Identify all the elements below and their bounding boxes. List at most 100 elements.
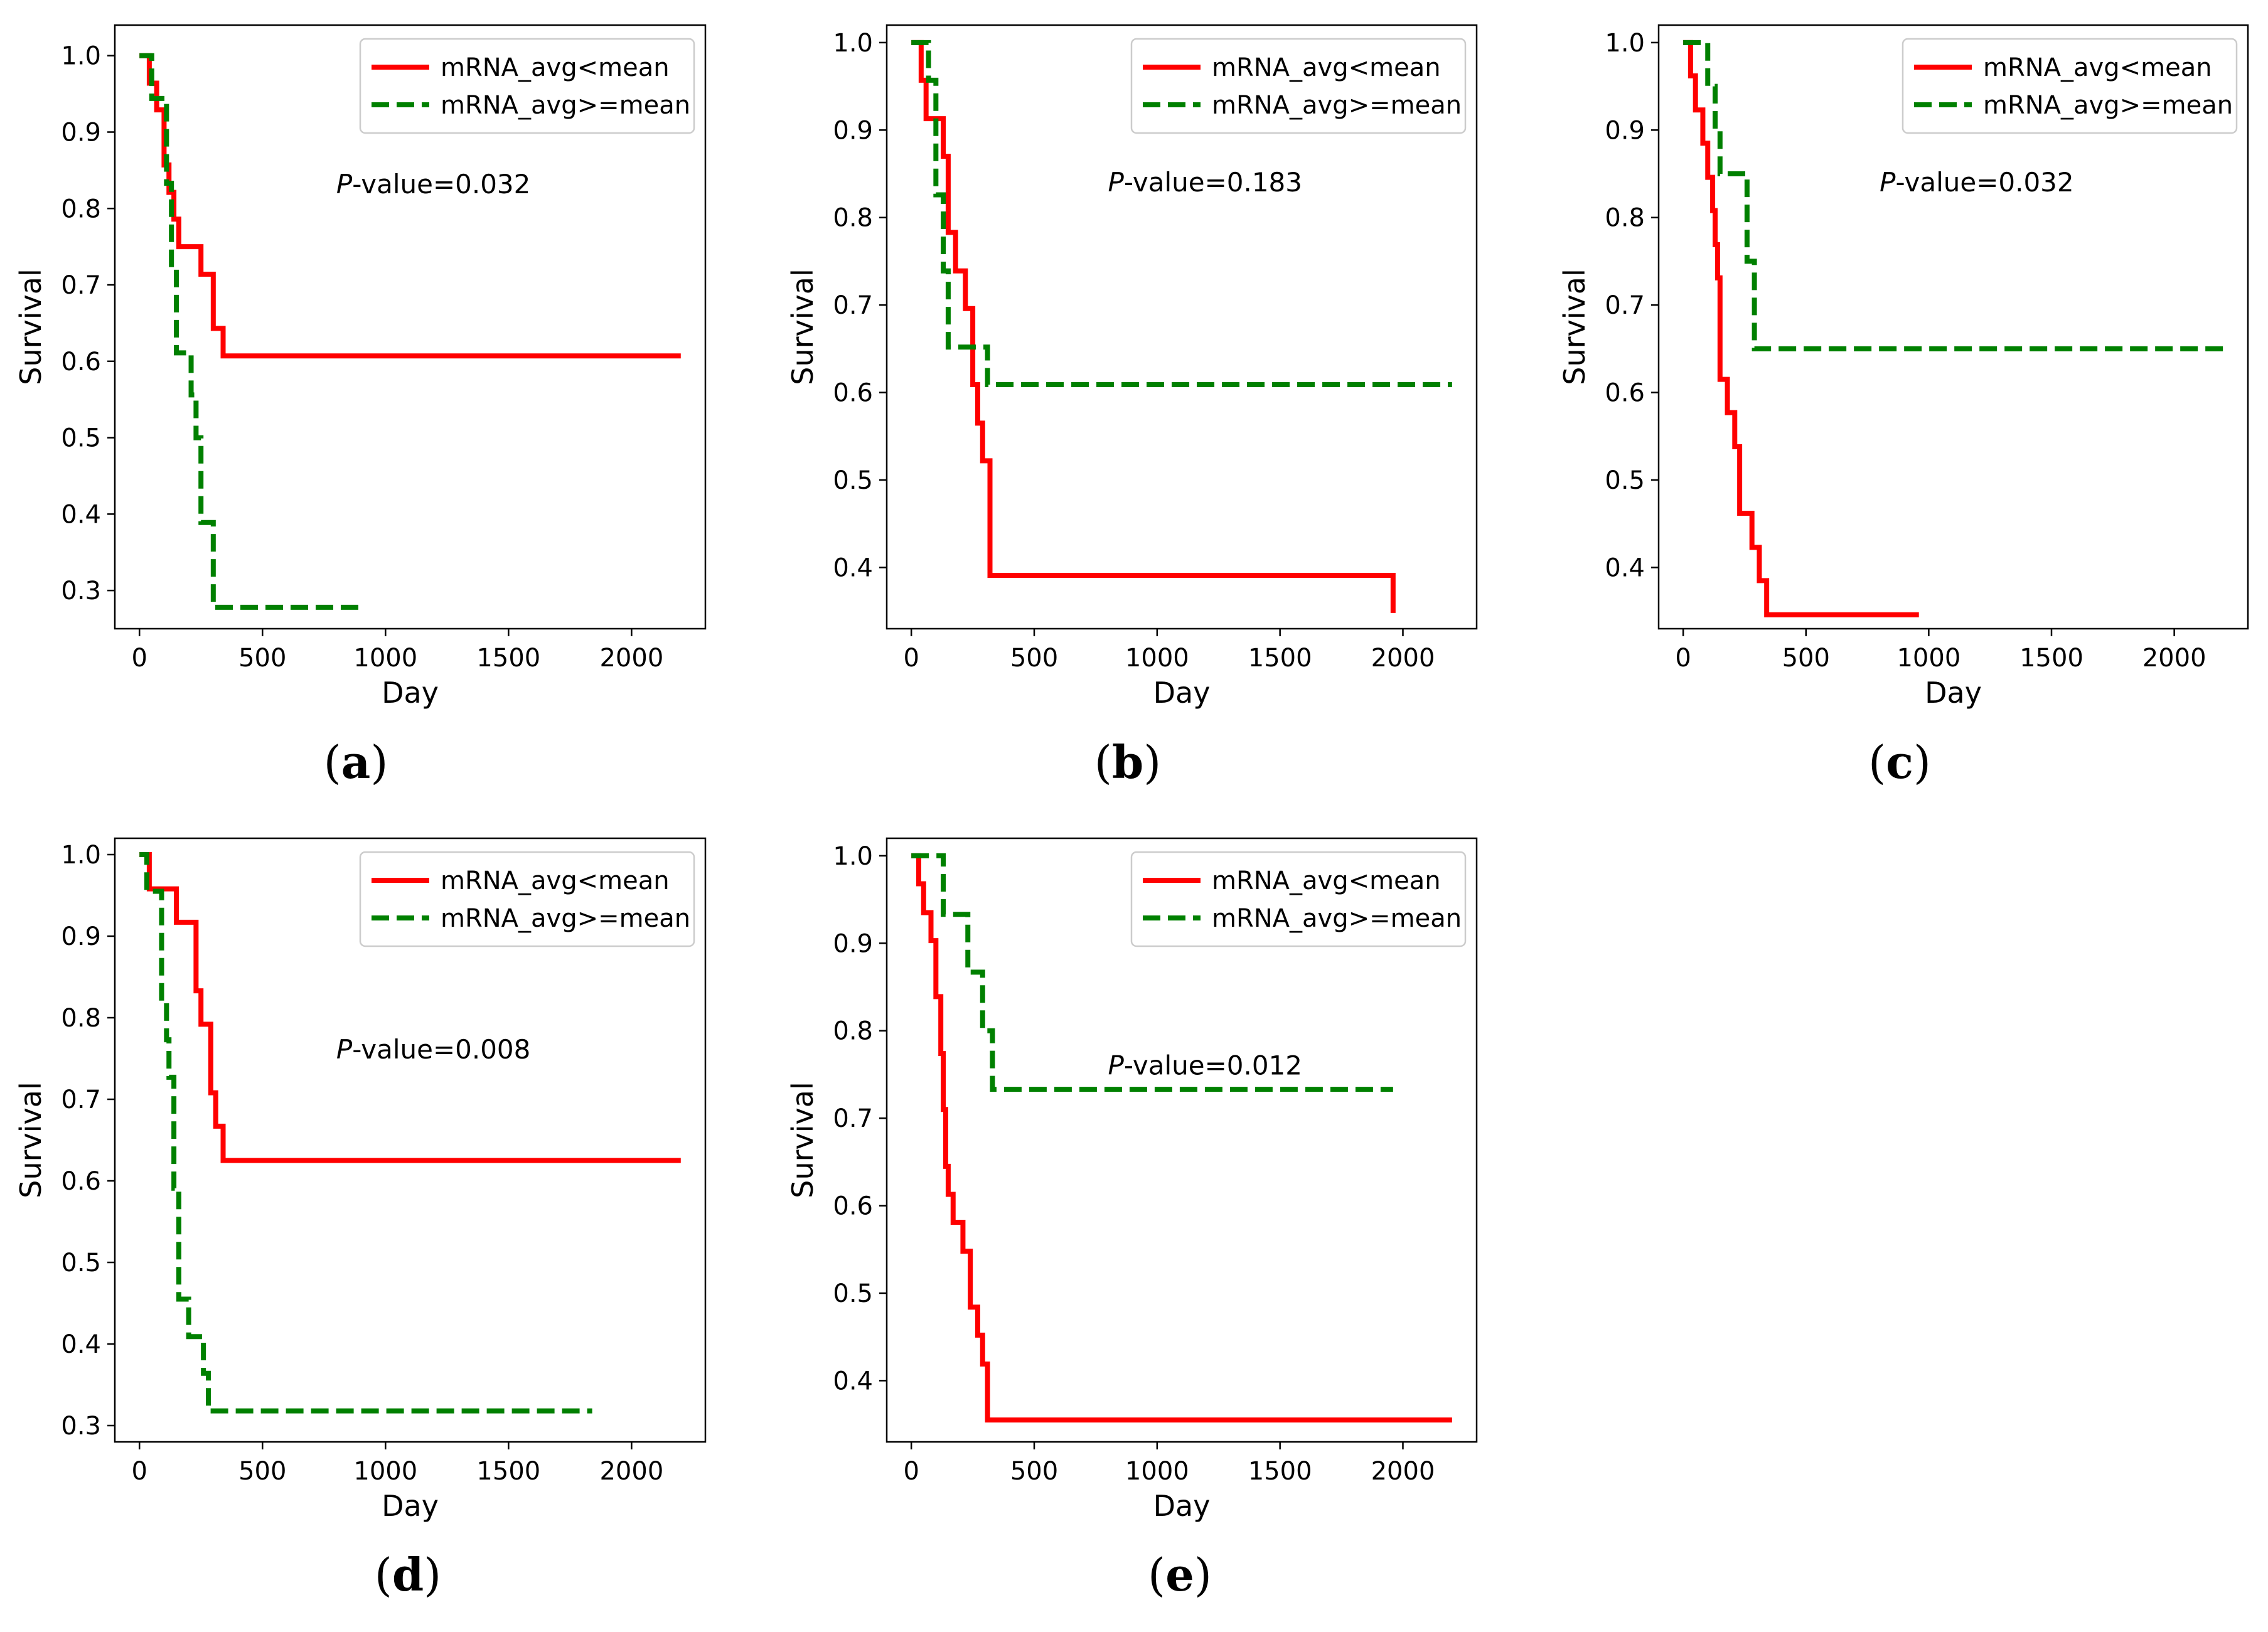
y-tick-label: 0.6 (61, 1167, 101, 1196)
y-tick-label: 0.9 (61, 922, 101, 951)
legend-box (1902, 38, 2238, 134)
legend-label: mRNA_avg>=mean (441, 904, 690, 933)
legend-box (359, 38, 695, 134)
series-line-high (139, 852, 592, 1414)
y-tick-label: 0.5 (61, 1249, 101, 1277)
panel-label: (c) (1868, 735, 1931, 789)
y-tick-label: 0.9 (1605, 116, 1645, 145)
x-tick-label: 1000 (353, 644, 417, 673)
y-tick-label: 1.0 (1605, 29, 1645, 58)
chart-panel-d: 0 500 1000 1500 2000 0.3 0.4 0.5 0.6 0.7 0.8 0.9 1.0… (14, 837, 707, 1601)
y-tick-label: 0.5 (61, 424, 101, 453)
x-tick-label: 2000 (1371, 1457, 1435, 1486)
x-tick-label: 1500 (476, 1457, 540, 1486)
y-tick-label: 0.3 (61, 577, 101, 605)
legend-label: mRNA_avg<mean (1212, 53, 1441, 82)
y-tick-label: 0.8 (61, 195, 101, 223)
x-axis-label: Day (382, 1489, 439, 1523)
p-value-annotation: P-value=0.032 (336, 169, 531, 200)
legend-label: mRNA_avg>=mean (1212, 91, 1462, 120)
p-value-annotation: P-value=0.008 (336, 1034, 531, 1065)
legend-label: mRNA_avg>=mean (1212, 904, 1462, 933)
y-tick-label: 0.7 (833, 291, 873, 320)
legend-label: mRNA_avg>=mean (441, 91, 690, 120)
legend-label: mRNA_avg>=mean (1983, 91, 2233, 120)
legend-box (1130, 851, 1467, 947)
y-tick-label: 0.9 (833, 116, 873, 145)
y-tick-label: 0.4 (833, 1367, 873, 1395)
chart-panel-e: 0 500 1000 1500 2000 0.4 0.5 0.6 0.7 0.8 0.9 1.0 Day… (786, 837, 1478, 1601)
legend: mRNA_avg<mean mRNA_avg>=mean (1130, 38, 1467, 134)
panel-label: (a) (324, 735, 388, 789)
legend: mRNA_avg<mean mRNA_avg>=mean (1130, 851, 1467, 947)
x-tick-label: 0 (903, 1457, 919, 1486)
legend: mRNA_avg<mean mRNA_avg>=mean (359, 38, 695, 134)
x-tick-label: 1500 (476, 644, 540, 673)
x-tick-label: 2000 (599, 1457, 663, 1486)
y-tick-label: 0.9 (61, 118, 101, 147)
plot-frame (885, 24, 1478, 630)
plot-frame (885, 837, 1478, 1443)
y-tick-label: 0.6 (833, 379, 873, 408)
x-tick-label: 1500 (2019, 644, 2083, 673)
y-tick-label: 0.7 (1605, 291, 1645, 320)
panel-label: (e) (1148, 1548, 1212, 1601)
x-tick-label: 1000 (1125, 1457, 1189, 1486)
y-tick-label: 0.7 (61, 271, 101, 300)
x-tick-label: 0 (131, 644, 147, 673)
plot-frame (1657, 24, 2249, 630)
y-tick-label: 0.5 (1605, 466, 1645, 495)
y-tick-label: 1.0 (61, 841, 101, 870)
y-axis-label: Survival (14, 1082, 48, 1198)
x-axis-label: Day (1925, 676, 1982, 710)
y-tick-label: 1.0 (61, 42, 101, 71)
y-tick-label: 0.5 (833, 466, 873, 495)
x-tick-label: 0 (1675, 644, 1691, 673)
legend-label: mRNA_avg<mean (441, 53, 670, 82)
x-tick-label: 2000 (1371, 644, 1435, 673)
series-line-high (1683, 40, 2223, 351)
y-tick-label: 0.4 (61, 500, 101, 529)
y-tick-label: 0.6 (61, 348, 101, 376)
x-axis-label: Day (382, 676, 439, 710)
y-axis-label: Survival (786, 269, 820, 385)
legend-label: mRNA_avg<mean (1212, 867, 1441, 895)
chart-panel-c: 0 500 1000 1500 2000 0.4 0.5 0.6 0.7 0.8 0.9 1.0 Day… (1558, 24, 2249, 789)
plot-frame (114, 837, 707, 1443)
series-line-high (911, 40, 1452, 388)
series-line-low (911, 40, 1396, 613)
legend-label: mRNA_avg<mean (1983, 53, 2212, 82)
x-axis-label: Day (1153, 1489, 1211, 1523)
y-axis-label: Survival (14, 269, 48, 385)
y-tick-label: 0.8 (1605, 204, 1645, 233)
y-tick-label: 0.9 (833, 929, 873, 958)
x-tick-label: 1000 (1896, 644, 1960, 673)
x-tick-label: 0 (903, 644, 919, 673)
y-tick-label: 0.7 (833, 1104, 873, 1133)
x-axis-label: Day (1153, 676, 1211, 710)
x-tick-label: 500 (1010, 644, 1058, 673)
panel-label: (b) (1094, 735, 1162, 789)
y-axis-label: Survival (1558, 269, 1591, 385)
series-line-low (911, 853, 1452, 1423)
legend-box (1130, 38, 1467, 134)
y-tick-label: 1.0 (833, 842, 873, 871)
legend-label: mRNA_avg<mean (441, 867, 670, 895)
y-tick-label: 0.8 (61, 1004, 101, 1033)
x-tick-label: 500 (1010, 1457, 1058, 1486)
y-tick-label: 0.5 (833, 1279, 873, 1308)
p-value-annotation: P-value=0.012 (1108, 1050, 1303, 1080)
x-tick-label: 500 (238, 644, 286, 673)
x-tick-label: 1500 (1248, 1457, 1312, 1486)
y-tick-label: 0.8 (833, 1017, 873, 1046)
x-tick-label: 500 (238, 1457, 286, 1486)
x-tick-label: 1000 (353, 1457, 417, 1486)
series-line-high (911, 853, 1393, 1092)
y-tick-label: 0.3 (61, 1412, 101, 1441)
y-tick-label: 1.0 (833, 29, 873, 58)
x-tick-label: 1500 (1248, 644, 1312, 673)
y-axis-label: Survival (786, 1082, 820, 1198)
y-tick-label: 0.6 (1605, 379, 1645, 408)
x-tick-label: 2000 (2142, 644, 2206, 673)
